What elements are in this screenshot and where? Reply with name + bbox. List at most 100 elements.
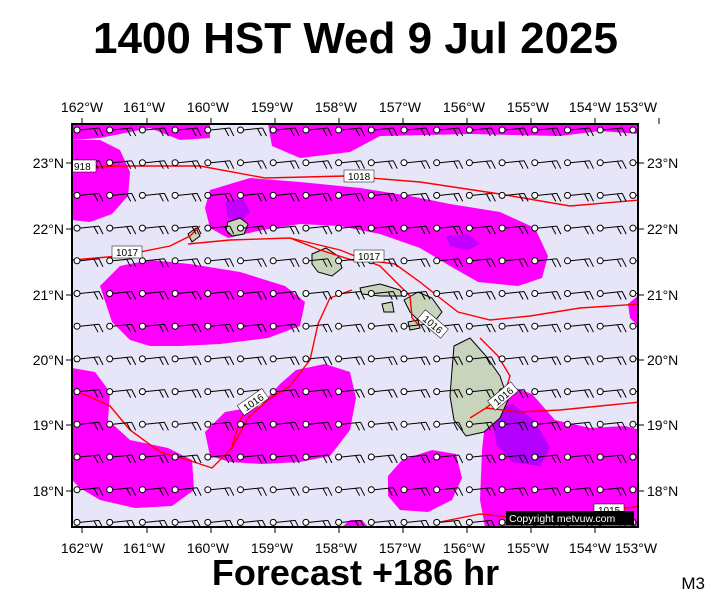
lon-label: 154°W [569,540,612,556]
lat-label: 21°N [33,287,64,303]
wind-barb [138,453,169,464]
isobar-label: 1017 [358,252,381,263]
wind-barb [400,290,431,300]
lat-labels-right: 23°N 22°N 21°N 20°N 19°N 18°N [647,155,678,499]
wind-barb [596,191,627,202]
wind-barb [629,355,638,363]
wind-barb [204,453,235,464]
wind-barb [204,322,235,333]
lat-label: 18°N [647,483,678,499]
wind-barb [302,322,333,333]
wind-barb [596,453,627,464]
lat-label: 20°N [647,352,678,368]
wind-barb [433,126,464,137]
wind-barb [106,420,137,431]
wind-barb [335,322,366,333]
precip-area [628,295,638,326]
wind-barb [498,420,529,431]
wind-barb [138,191,169,202]
wind-barb [171,322,202,333]
model-label: M3 [681,574,705,593]
wind-barb [335,453,366,464]
wind-barb [302,486,333,496]
wind-barb [531,486,562,496]
lat-label: 20°N [33,352,64,368]
copyright-box [506,511,634,525]
wind-barb [498,224,529,235]
wind-barb [400,486,431,496]
wind-barb [302,290,333,300]
wind-barb [73,126,104,137]
wind-barb [73,453,104,464]
wind-barb [531,126,562,137]
wind-barb [302,453,333,464]
wind-barb [138,126,169,137]
lat-label: 23°N [647,155,678,171]
isobar-label: 918 [74,162,91,173]
wind-barb [367,486,398,496]
wind-barb [564,388,594,398]
lon-label: 153°W [615,540,658,556]
lon-label: 156°W [443,99,486,115]
precip-heavy [225,198,250,222]
wind-barb [237,420,267,431]
wind-barb [465,322,496,333]
precip-area [205,364,356,464]
wind-barb [73,224,104,235]
island-hawaii [449,337,509,437]
wind-barb [465,159,496,169]
wind-barb [531,453,562,464]
isobar-line [72,289,353,469]
wind-barb [237,290,267,300]
wind-barb [138,420,169,431]
wind-barb [335,191,366,202]
wind-barb [498,191,529,202]
wind-barb [171,453,202,464]
wind-barb [269,388,300,398]
wind-barb [564,191,594,202]
wind-barb [73,355,104,366]
wind-barb [596,486,627,496]
lon-label: 158°W [315,99,358,115]
wind-barb [531,191,562,202]
wind-barb [465,420,496,431]
wind-barb [204,518,234,527]
wind-barb [400,518,430,527]
wind-barb [138,159,169,169]
wind-barb [596,159,627,169]
wind-barb [498,159,529,169]
wind-barb [106,486,137,496]
lon-labels-top: 162°W 161°W 160°W 159°W 158°W 157°W 156°… [61,99,658,115]
wind-barb [269,420,300,431]
wind-barb [138,355,169,366]
wind-barb [531,159,562,169]
lon-label: 158°W [315,540,358,556]
wind-barb [73,486,104,496]
lat-label: 21°N [647,287,678,303]
wind-barb [531,257,562,268]
wind-barb [73,420,104,431]
wind-barb [564,453,594,464]
wind-barb [335,355,366,366]
wind-barb [564,257,594,268]
wind-barb [629,486,638,494]
wind-barb [138,322,169,333]
wind-barb [171,420,202,431]
wind-barb [367,322,398,333]
wind-barb [531,388,562,398]
wind-barb [73,290,104,300]
wind-barb [335,126,366,137]
wind-barb [433,518,463,527]
wind-barb [204,257,235,268]
wind-barb [465,290,496,300]
wind-barb [302,224,333,235]
wind-barb [204,126,235,137]
wind-barb [335,518,365,527]
wind-barb [465,126,496,137]
wind-barb [629,290,638,297]
precip-heavy [446,234,480,250]
wind-barb [596,257,627,268]
wind-barb [498,257,529,268]
wind-barb [138,224,169,235]
